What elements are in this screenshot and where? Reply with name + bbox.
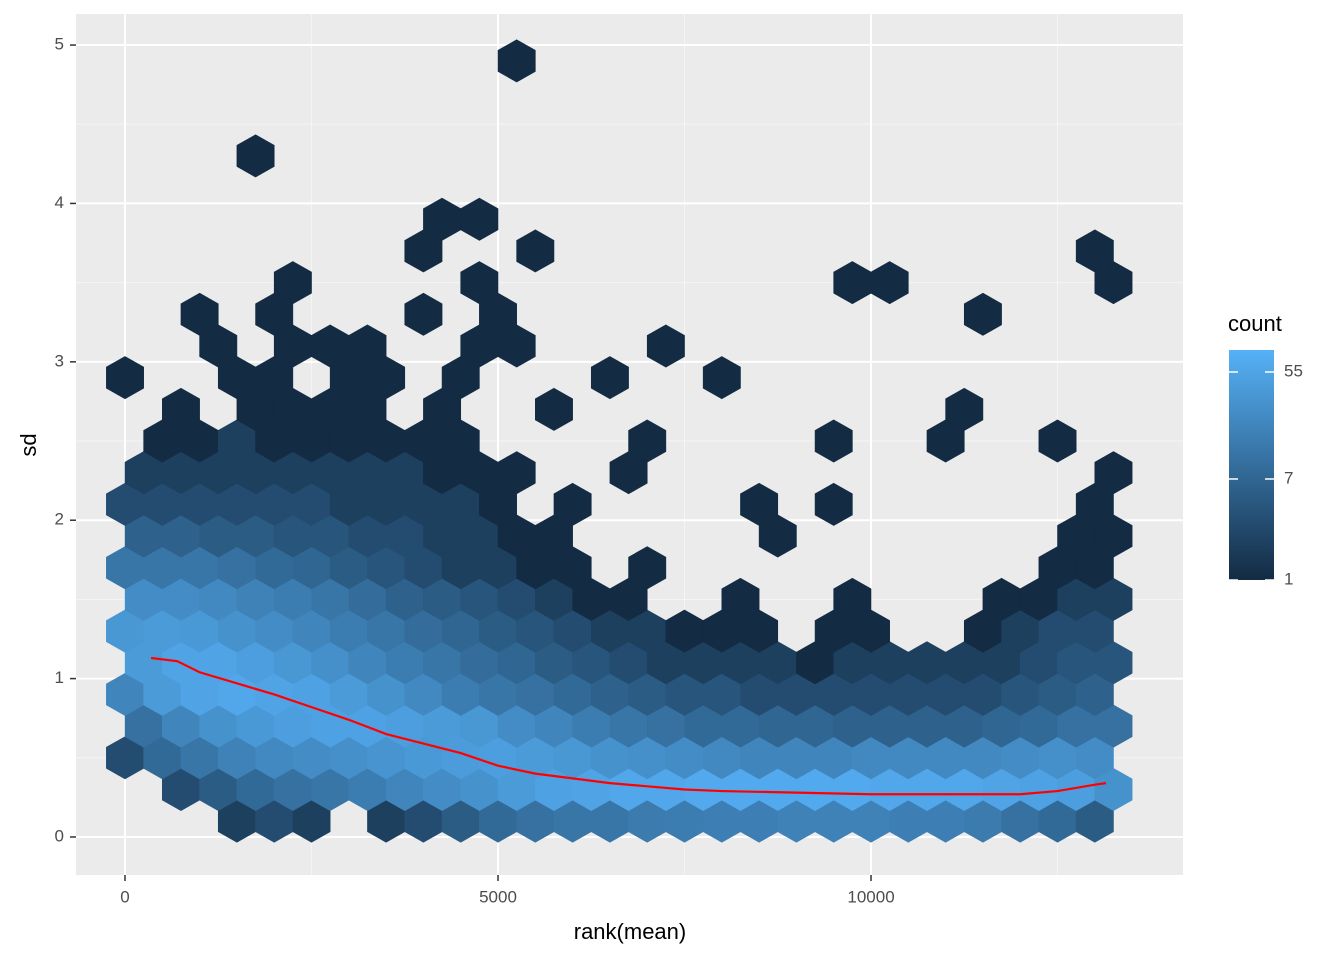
hexbin	[497, 451, 536, 495]
hexbin	[870, 261, 909, 305]
axes: 0 5000 10000 0 1 2 3 4 5	[55, 35, 895, 907]
hexbin	[553, 482, 592, 526]
hexbin	[590, 356, 629, 400]
y-tick-label: 5	[55, 35, 64, 54]
hexbin	[162, 387, 200, 431]
legend-title: count	[1228, 311, 1282, 336]
colorbar-label: 7	[1284, 468, 1293, 487]
colorbar-label: 1	[1284, 569, 1293, 588]
y-tick-label: 1	[55, 668, 64, 687]
hexbin	[516, 229, 555, 273]
hexbin	[1038, 419, 1077, 463]
hexbin	[628, 546, 667, 590]
y-axis-title: sd	[16, 433, 41, 456]
hexbin	[180, 292, 219, 336]
hexbin	[460, 197, 499, 241]
hexbin	[1075, 229, 1114, 273]
hexbin	[106, 356, 144, 400]
hexbin	[814, 419, 853, 463]
hexbin	[963, 292, 1002, 336]
x-tick-label: 10000	[847, 887, 894, 906]
hexbin	[628, 419, 667, 463]
hexbin	[535, 387, 573, 431]
hexbin	[497, 39, 536, 83]
hexbin	[348, 324, 387, 368]
hexbin	[702, 356, 741, 400]
legend: count 1 7 55	[1228, 311, 1303, 589]
hexbin	[646, 324, 685, 368]
hexbin	[273, 261, 312, 305]
fit-layer	[150, 656, 1107, 796]
y-tick-label: 3	[55, 351, 64, 370]
y-tick-label: 2	[55, 510, 64, 529]
hexbin	[236, 134, 275, 178]
hexbin	[460, 261, 499, 305]
x-axis-title: rank(mean)	[574, 919, 686, 944]
colorbar-label: 55	[1284, 361, 1303, 380]
hexbins	[106, 39, 1133, 843]
x-tick-label: 5000	[479, 887, 517, 906]
trend-line	[150, 656, 1107, 796]
hexbin	[1094, 451, 1133, 495]
hexbin	[740, 482, 779, 526]
y-tick-label: 4	[55, 193, 64, 212]
y-tick-label: 0	[55, 826, 64, 845]
x-tick-label: 0	[120, 887, 129, 906]
hexbin	[814, 482, 853, 526]
colorbar	[1229, 350, 1274, 580]
hexbin	[721, 577, 760, 621]
hexbin	[833, 577, 872, 621]
hexbin	[404, 292, 443, 336]
hexbin	[945, 387, 984, 431]
